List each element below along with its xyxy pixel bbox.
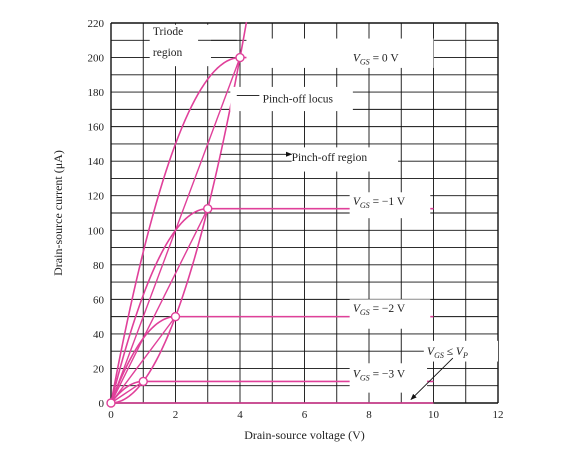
- pinch-off-locus-label: Pinch-off locus: [263, 93, 334, 105]
- triode-label: Triode: [153, 26, 183, 38]
- label-background: [349, 192, 431, 219]
- cutoff-arrow: [410, 357, 454, 400]
- label-background: [423, 340, 498, 362]
- y-tick-label: 180: [88, 87, 105, 99]
- x-tick-label: 12: [493, 409, 504, 421]
- label-background: [291, 147, 399, 172]
- x-tick-labels: 0 2 4 6 8 10 12: [108, 409, 503, 421]
- region-label: region: [153, 47, 183, 59]
- label-background: [246, 38, 434, 68]
- series-label: VGS = 0 V: [353, 53, 399, 67]
- y-tick-label: 200: [88, 53, 105, 65]
- triode-curve: [110, 207, 208, 404]
- x-tick-label: 6: [302, 409, 308, 421]
- triode-curve: [110, 56, 241, 404]
- pinch-off-point: [138, 376, 148, 387]
- y-tick-labels: 0 20 40 60 80 100 120 140 160 180 200 220: [88, 18, 105, 410]
- y-tick-label: 100: [88, 225, 105, 237]
- y-tick-label: 120: [88, 191, 105, 203]
- series-label: VGS = −1 V: [353, 196, 406, 210]
- y-tick-label: 140: [88, 156, 105, 168]
- y-tick-label: 80: [93, 260, 105, 272]
- pinch-off-region-label: Pinch-off region: [292, 152, 368, 164]
- label-background: [349, 299, 431, 329]
- label-background: [230, 86, 353, 112]
- y-axis-label: Drain-source current (μA): [51, 150, 65, 276]
- pinch-off-point: [235, 52, 245, 63]
- triode-curve: [110, 380, 144, 404]
- x-tick-label: 2: [173, 409, 179, 421]
- series-label: VGS = −2 V: [353, 303, 406, 317]
- y-tick-label: 220: [88, 18, 105, 30]
- x-tick-label: 0: [108, 409, 114, 421]
- x-tick-label: 10: [428, 409, 440, 421]
- x-tick-label: 4: [237, 409, 243, 421]
- label-background: [349, 363, 428, 393]
- y-tick-label: 160: [88, 122, 105, 134]
- ohmic-line: [110, 380, 144, 404]
- ohmic-line: [110, 316, 177, 404]
- y-tick-label: 20: [93, 363, 105, 375]
- x-axis-label: Drain-source voltage (V): [244, 428, 365, 442]
- y-tick-label: 0: [99, 398, 105, 410]
- y-tick-label: 40: [93, 329, 105, 341]
- label-background: [149, 24, 211, 67]
- pinch-off-locus-curve: [110, 21, 248, 404]
- pinch-off-point: [106, 398, 116, 408]
- x-tick-label: 8: [366, 409, 372, 421]
- y-tick-label: 60: [93, 294, 105, 306]
- series-label: VGS = −3 V: [353, 369, 406, 383]
- ohmic-line: [110, 208, 209, 404]
- annotations: VGS = 0 V VGS = −1 V VGS = −2 V VGS = −3 V V…: [149, 24, 498, 400]
- triode-curve: [110, 315, 176, 404]
- pinch-off-point: [203, 203, 213, 214]
- pinch-off-point: [170, 311, 181, 322]
- series-label: VGS ≤ VP: [427, 346, 468, 360]
